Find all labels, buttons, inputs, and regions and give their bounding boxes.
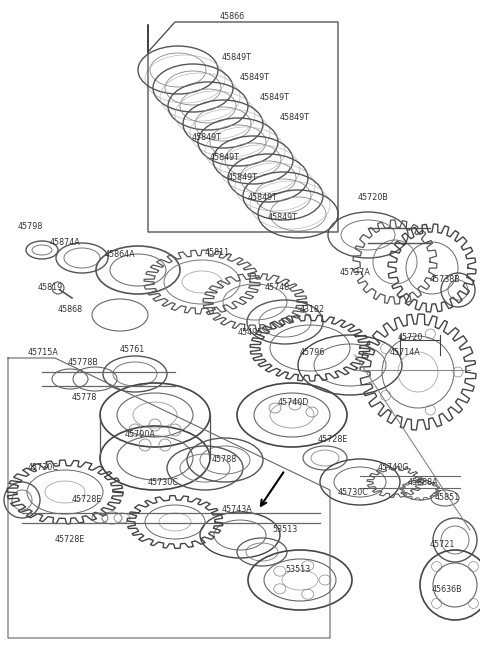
Text: 45788: 45788 xyxy=(212,455,237,464)
Text: 45864A: 45864A xyxy=(105,250,136,259)
Text: 45849T: 45849T xyxy=(228,173,258,182)
Text: 45721: 45721 xyxy=(430,540,456,549)
Text: 45714A: 45714A xyxy=(390,348,421,357)
Text: 43182: 43182 xyxy=(300,305,325,314)
Text: 53513: 53513 xyxy=(285,565,310,574)
Text: 45849T: 45849T xyxy=(192,133,222,142)
Text: 45796: 45796 xyxy=(300,348,325,357)
Text: 45868: 45868 xyxy=(58,305,83,314)
Text: 45849T: 45849T xyxy=(280,113,310,122)
Text: 45636B: 45636B xyxy=(432,585,463,594)
Text: 45866: 45866 xyxy=(219,12,245,21)
Text: 45720: 45720 xyxy=(398,333,423,342)
Text: 45849T: 45849T xyxy=(210,153,240,162)
Text: 45849T: 45849T xyxy=(268,213,298,222)
Text: 45715A: 45715A xyxy=(28,348,59,357)
Text: 45730C: 45730C xyxy=(148,478,179,487)
Text: 45761: 45761 xyxy=(120,345,145,354)
Text: 45851: 45851 xyxy=(435,493,460,502)
Text: 45849T: 45849T xyxy=(222,53,252,62)
Text: 45728E: 45728E xyxy=(72,495,102,504)
Text: 45874A: 45874A xyxy=(50,238,81,247)
Text: 45730C: 45730C xyxy=(338,488,369,497)
Text: 45811: 45811 xyxy=(205,248,230,257)
Text: 45778B: 45778B xyxy=(68,358,99,367)
Text: 45849T: 45849T xyxy=(240,73,270,82)
Text: 45720B: 45720B xyxy=(358,193,389,202)
Text: 53513: 53513 xyxy=(272,525,297,534)
Text: 45740D: 45740D xyxy=(278,398,310,407)
Text: 45849T: 45849T xyxy=(260,93,290,102)
Text: 45748: 45748 xyxy=(265,283,290,292)
Text: 45778: 45778 xyxy=(72,393,97,402)
Text: 45730C: 45730C xyxy=(28,463,59,472)
Text: 45728E: 45728E xyxy=(318,435,348,444)
Text: 45798: 45798 xyxy=(18,222,43,231)
Text: 45737A: 45737A xyxy=(340,268,371,277)
Text: 45849T: 45849T xyxy=(248,193,278,202)
Text: 45738B: 45738B xyxy=(430,275,461,284)
Text: 45790A: 45790A xyxy=(125,430,156,439)
Text: 45728E: 45728E xyxy=(55,535,85,544)
Text: 45743A: 45743A xyxy=(222,505,253,514)
Text: 45495: 45495 xyxy=(238,328,264,337)
Text: 45819: 45819 xyxy=(38,283,63,292)
Text: 45888A: 45888A xyxy=(408,478,439,487)
Text: 45740G: 45740G xyxy=(378,463,409,472)
